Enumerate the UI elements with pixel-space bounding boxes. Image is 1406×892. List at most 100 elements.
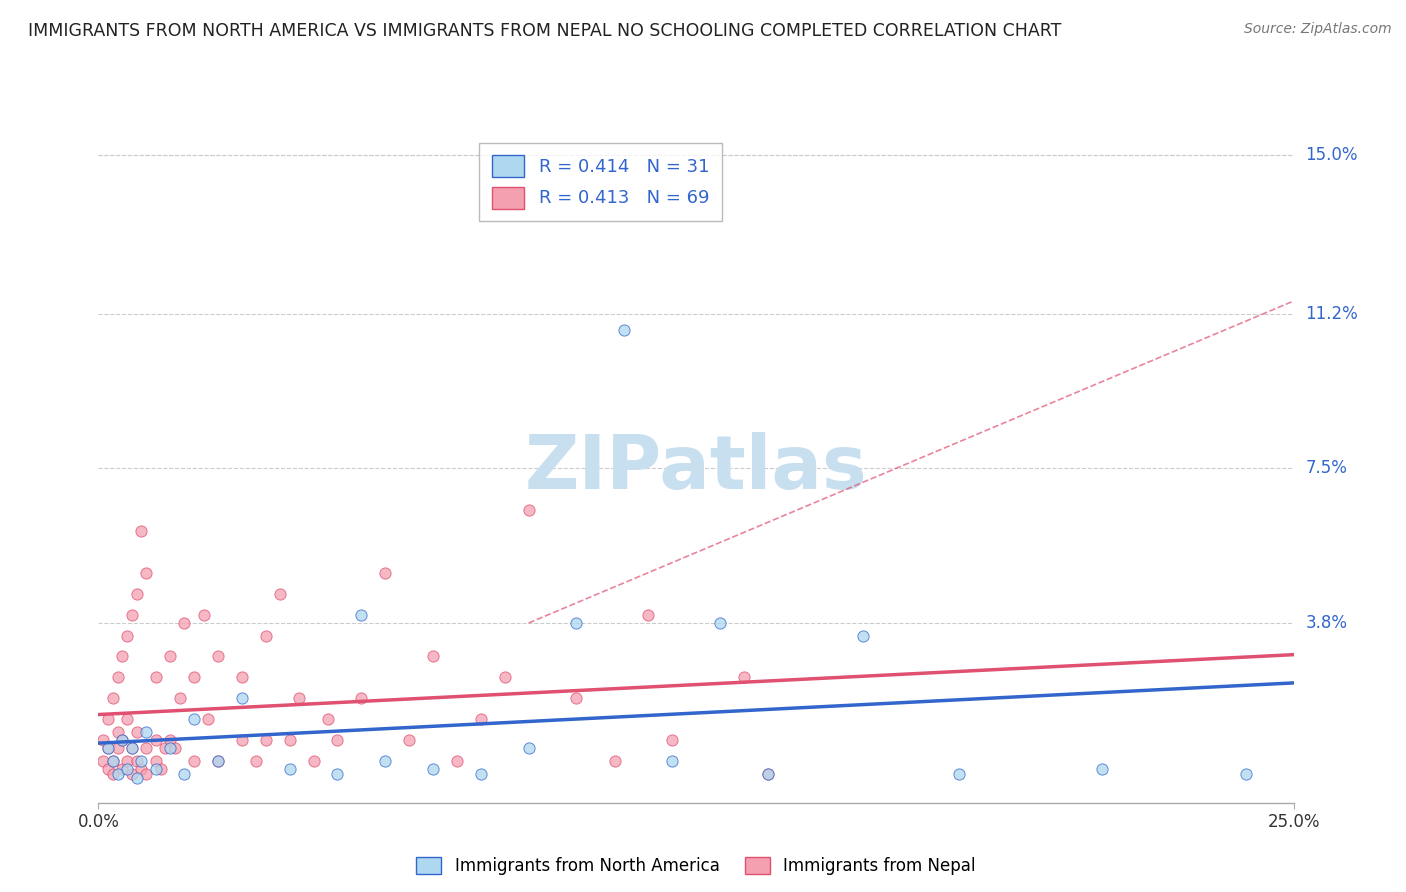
Point bbox=[163, 741, 186, 756]
Point bbox=[149, 762, 172, 776]
Point bbox=[254, 733, 277, 747]
Point bbox=[494, 670, 516, 684]
Legend: Immigrants from North America, Immigrants from Nepal: Immigrants from North America, Immigrant… bbox=[409, 850, 983, 881]
Point bbox=[269, 587, 291, 601]
Point bbox=[173, 615, 195, 630]
Point bbox=[107, 741, 129, 756]
Point bbox=[125, 587, 148, 601]
Point bbox=[135, 766, 157, 780]
Text: 3.8%: 3.8% bbox=[1305, 614, 1347, 632]
Text: Source: ZipAtlas.com: Source: ZipAtlas.com bbox=[1244, 22, 1392, 37]
Point bbox=[183, 712, 205, 726]
Point bbox=[101, 766, 124, 780]
Point bbox=[398, 733, 420, 747]
Point bbox=[422, 762, 444, 776]
Point bbox=[288, 691, 311, 706]
Point bbox=[107, 724, 129, 739]
Point bbox=[131, 524, 153, 538]
Point bbox=[470, 766, 492, 780]
Point bbox=[97, 712, 120, 726]
Point bbox=[278, 733, 301, 747]
Point bbox=[145, 754, 167, 768]
Point bbox=[97, 741, 120, 756]
Point bbox=[733, 670, 755, 684]
Text: ZIPatlas: ZIPatlas bbox=[524, 432, 868, 505]
Point bbox=[145, 733, 167, 747]
Point bbox=[145, 670, 167, 684]
Point bbox=[173, 766, 195, 780]
Point bbox=[135, 724, 157, 739]
Point bbox=[115, 754, 138, 768]
Point bbox=[948, 766, 970, 780]
Point bbox=[207, 649, 229, 664]
Point bbox=[231, 733, 253, 747]
Point bbox=[111, 733, 134, 747]
Point bbox=[470, 712, 492, 726]
Point bbox=[565, 691, 588, 706]
Point bbox=[115, 762, 138, 776]
Point bbox=[91, 754, 114, 768]
Point bbox=[565, 615, 588, 630]
Point bbox=[159, 649, 181, 664]
Point bbox=[254, 628, 277, 642]
Point bbox=[231, 670, 253, 684]
Point bbox=[1091, 762, 1114, 776]
Point bbox=[111, 733, 134, 747]
Point bbox=[193, 607, 215, 622]
Point bbox=[709, 615, 731, 630]
Point bbox=[159, 741, 181, 756]
Point bbox=[183, 754, 205, 768]
Point bbox=[131, 754, 153, 768]
Point bbox=[183, 670, 205, 684]
Point bbox=[661, 754, 683, 768]
Point bbox=[97, 762, 120, 776]
Point bbox=[197, 712, 219, 726]
Point bbox=[115, 628, 138, 642]
Text: 15.0%: 15.0% bbox=[1305, 145, 1358, 164]
Point bbox=[91, 733, 114, 747]
Point bbox=[278, 762, 301, 776]
Point bbox=[1234, 766, 1257, 780]
Point bbox=[316, 712, 339, 726]
Point bbox=[517, 503, 540, 517]
Point bbox=[101, 691, 124, 706]
Point bbox=[169, 691, 191, 706]
Point bbox=[121, 741, 143, 756]
Point bbox=[852, 628, 875, 642]
Point bbox=[101, 754, 124, 768]
Text: 7.5%: 7.5% bbox=[1305, 459, 1347, 477]
Point bbox=[374, 754, 396, 768]
Point bbox=[135, 566, 157, 580]
Point bbox=[101, 754, 124, 768]
Point bbox=[97, 741, 120, 756]
Text: IMMIGRANTS FROM NORTH AMERICA VS IMMIGRANTS FROM NEPAL NO SCHOOLING COMPLETED CO: IMMIGRANTS FROM NORTH AMERICA VS IMMIGRA… bbox=[28, 22, 1062, 40]
Point bbox=[756, 766, 779, 780]
Point bbox=[374, 566, 396, 580]
Point bbox=[111, 649, 134, 664]
Point bbox=[603, 754, 626, 768]
Point bbox=[637, 607, 659, 622]
Point bbox=[231, 691, 253, 706]
Point bbox=[115, 712, 138, 726]
Point bbox=[155, 741, 177, 756]
Point bbox=[121, 607, 143, 622]
Point bbox=[326, 766, 349, 780]
Point bbox=[350, 691, 373, 706]
Point bbox=[613, 323, 636, 337]
Point bbox=[207, 754, 229, 768]
Point bbox=[125, 754, 148, 768]
Point bbox=[145, 762, 167, 776]
Text: 11.2%: 11.2% bbox=[1305, 304, 1358, 323]
Point bbox=[125, 724, 148, 739]
Point bbox=[131, 762, 153, 776]
Point bbox=[350, 607, 373, 622]
Point bbox=[517, 741, 540, 756]
Point bbox=[422, 649, 444, 664]
Point bbox=[121, 741, 143, 756]
Point bbox=[756, 766, 779, 780]
Point bbox=[661, 733, 683, 747]
Point bbox=[326, 733, 349, 747]
Point bbox=[107, 670, 129, 684]
Point bbox=[107, 766, 129, 780]
Point bbox=[135, 741, 157, 756]
